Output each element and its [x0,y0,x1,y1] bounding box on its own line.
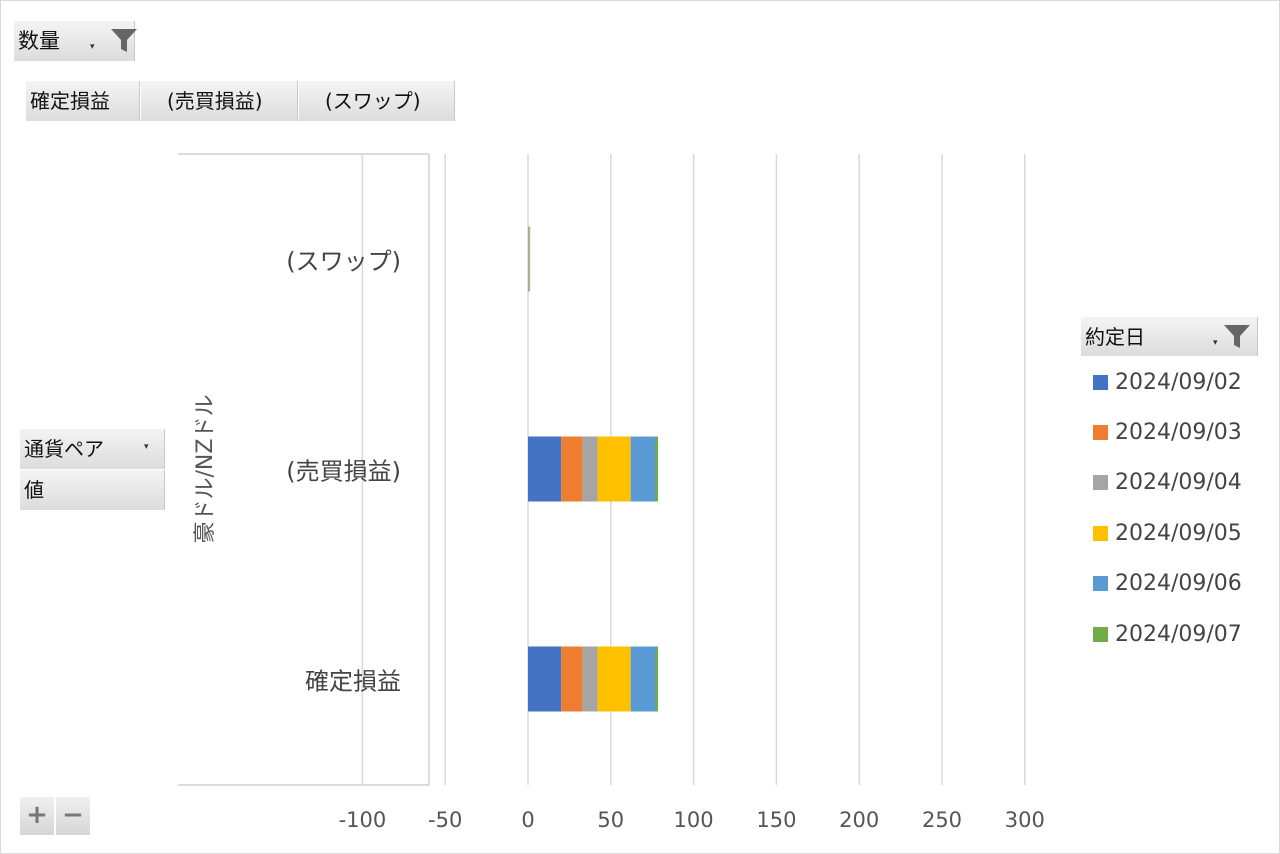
x-tick-label: -50 [428,808,462,832]
legend-label: 2024/09/02 [1115,370,1242,395]
bar-segment [528,646,562,712]
dropdown-arrow-icon: ▾ [144,442,149,452]
legend-label: 2024/09/06 [1115,571,1242,596]
x-tick-label: 200 [839,808,879,832]
legend-label: 2024/09/05 [1115,521,1242,546]
row-field-label: 値 [24,478,44,502]
row-field-values[interactable]: 値 [20,470,165,510]
bar-segment [630,646,656,712]
filter-icon [111,29,137,52]
bar-segment [597,436,631,502]
x-tick-label: 50 [597,808,624,832]
x-tick-label: 150 [756,808,796,832]
row-field-label: 通貨ペア [24,437,104,461]
legend-label: 2024/09/04 [1115,470,1242,495]
column-field-label: 確定損益 [30,89,110,113]
legend-field-label: 約定日 [1085,325,1145,349]
legend-label: 2024/09/07 [1115,622,1242,647]
category-label: (売買損益) [286,457,401,486]
x-tick-label: 0 [521,808,534,832]
legend-swatch [1093,627,1108,642]
column-field-swap[interactable]: (スワップ) [299,81,455,121]
x-tick-label: 100 [674,808,714,832]
expand-field-button[interactable]: + [20,797,54,835]
legend-swatch [1093,526,1108,541]
column-field-label: (売買損益) [167,89,263,113]
column-field-confirmed-pl[interactable]: 確定損益 [26,81,140,121]
x-tick-label: 300 [1005,808,1045,832]
bar-segment [655,436,658,502]
bar-segment [561,436,583,502]
filter-icon [1224,325,1250,348]
legend-label: 2024/09/03 [1115,420,1242,445]
category-label: 確定損益 [305,667,401,696]
bar-segment [528,436,562,502]
bar-segment [582,646,598,712]
filter-field-button[interactable]: 数量 ▾ [14,21,137,61]
legend-swatch [1093,375,1108,390]
bar-segment [655,646,658,712]
dropdown-arrow-icon: ▾ [1213,338,1218,348]
row-field-currency-pair[interactable]: 通貨ペア ▾ [20,429,165,469]
group-label: 豪ドル/NZドル [193,394,218,544]
bar-segment [630,436,656,502]
filter-field-label: 数量 [18,29,60,53]
column-field-label: (スワップ) [325,89,421,113]
legend-swatch [1093,425,1108,440]
category-label: (スワップ) [286,247,401,276]
x-tick-label: -100 [339,808,387,832]
column-field-trading-pl[interactable]: (売買損益) [141,81,298,121]
legend-swatch [1093,576,1108,591]
bar-segment [561,646,583,712]
bar-segment [597,646,631,712]
legend-field-button[interactable]: 約定日 ▾ [1081,317,1258,356]
dropdown-arrow-icon: ▾ [90,42,95,52]
x-tick-label: 250 [922,808,962,832]
legend-swatch [1093,475,1108,490]
collapse-field-button[interactable]: − [56,797,90,835]
bar-segment [582,436,598,502]
